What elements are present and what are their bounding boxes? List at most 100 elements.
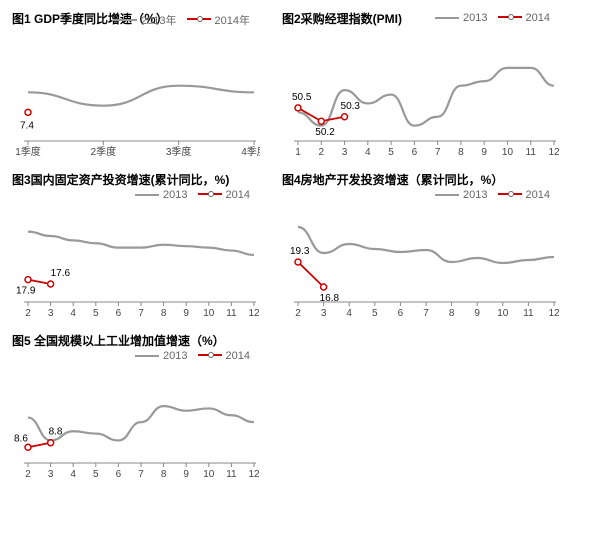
c5-xlabel: 9	[183, 469, 189, 480]
legend-label: 2013年	[141, 12, 176, 28]
c1-xlabel: 1季度	[15, 145, 41, 158]
c3-xlabel: 9	[183, 308, 189, 319]
c2-value-label: 50.2	[315, 127, 335, 138]
c3-value-label: 17.9	[16, 286, 36, 297]
c5-value-label: 8.6	[14, 433, 28, 444]
c2-legend-2014: 2014	[498, 12, 550, 24]
c5-panel: 图5 全国规模以上工业增加值增速（%） 2013 2014 2345678910…	[10, 332, 260, 483]
c3-xlabel: 7	[138, 308, 144, 319]
c4-xlabel: 6	[398, 308, 404, 319]
c2-panel: 图2采购经理指数(PMI) 2013 2014 1234567891011125…	[280, 10, 560, 161]
c3-xlabel: 2	[25, 308, 31, 319]
c3-marker-2014	[25, 277, 31, 283]
c1-legend-2013: 2013年	[113, 12, 176, 28]
c2-marker-2014	[295, 105, 301, 111]
line-icon	[135, 194, 159, 196]
c5-legend: 2013 2014	[135, 350, 250, 362]
c1-legend-2014: 2014年	[187, 12, 250, 28]
c2-xlabel: 5	[388, 147, 394, 158]
c4-xlabel: 8	[449, 308, 455, 319]
c3-xlabel: 5	[93, 308, 99, 319]
c2-xlabel: 4	[365, 147, 371, 158]
legend-label: 2013	[463, 12, 487, 24]
c1-legend: 2013年 2014年	[113, 12, 250, 28]
c4-series-2014	[298, 262, 324, 287]
c4-panel: 图4房地产开发投资增速（累计同比，%） 2013 2014 2345678910…	[280, 171, 560, 322]
c2-legend: 2013 2014	[435, 12, 550, 24]
c5-xlabel: 6	[116, 469, 122, 480]
c4-xlabel: 2	[295, 308, 301, 319]
c5-value-label: 8.8	[49, 427, 63, 438]
c2-xlabel: 1	[295, 147, 301, 158]
c5-xlabel: 11	[226, 469, 237, 480]
c2-xlabel: 10	[502, 147, 514, 158]
line-icon	[135, 355, 159, 357]
c3-xlabel: 4	[70, 308, 76, 319]
c5-xlabel: 10	[203, 469, 215, 480]
c4-xlabel: 4	[346, 308, 352, 319]
c4-marker-2014	[295, 259, 301, 265]
line-marker-icon	[498, 16, 522, 28]
c1-xlabel: 2季度	[91, 145, 117, 158]
c5-xlabel: 8	[161, 469, 167, 480]
c5-svg: 234567891011128.68.8	[10, 353, 260, 483]
legend-label: 2014年	[215, 12, 250, 28]
c2-xlabel: 2	[318, 147, 324, 158]
legend-label: 2013	[463, 189, 487, 201]
c3-marker-2014	[48, 281, 54, 287]
c3-xlabel: 6	[116, 308, 122, 319]
c4-legend: 2013 2014	[435, 189, 550, 201]
c3-legend-2013: 2013	[135, 189, 187, 201]
c3-legend: 2013 2014	[135, 189, 250, 201]
c3-xlabel: 11	[226, 308, 237, 319]
c5-xlabel: 2	[25, 469, 31, 480]
c3-series-2013	[28, 232, 254, 255]
c5-legend-2013: 2013	[135, 350, 187, 362]
c1-xlabel: 3季度	[166, 145, 192, 158]
legend-label: 2014	[526, 189, 550, 201]
c3-value-label: 17.6	[51, 268, 71, 279]
c4-title: 图4房地产开发投资增速（累计同比，%）	[282, 171, 560, 188]
legend-label: 2014	[526, 12, 550, 24]
c3-title: 图3国内固定资产投资增速(累计同比，%)	[12, 171, 260, 188]
c5-xlabel: 4	[70, 469, 76, 480]
c5-marker-2014	[48, 440, 54, 446]
c3-legend-2014: 2014	[198, 189, 250, 201]
c4-xlabel: 12	[548, 308, 560, 319]
c1-value-label: 7.4	[20, 120, 34, 131]
legend-label: 2013	[163, 350, 187, 362]
c4-xlabel: 10	[497, 308, 509, 319]
c3-xlabel: 10	[203, 308, 215, 319]
c4-value-label: 16.8	[320, 293, 340, 304]
c3-xlabel: 12	[248, 308, 260, 319]
legend-label: 2014	[226, 189, 250, 201]
c2-xlabel: 12	[548, 147, 560, 158]
c3-xlabel: 3	[48, 308, 54, 319]
c2-xlabel: 6	[412, 147, 418, 158]
c2-legend-2013: 2013	[435, 12, 487, 24]
c1-panel: 图1 GDP季度同比增速（％） 2013年 2014年 1季度2季度3季度4季度…	[10, 10, 260, 161]
c1-xlabel: 4季度	[241, 145, 260, 158]
c2-value-label: 50.5	[292, 92, 312, 103]
line-icon	[435, 17, 459, 19]
c4-xlabel: 3	[321, 308, 327, 319]
c5-xlabel: 12	[248, 469, 260, 480]
c5-xlabel: 7	[138, 469, 144, 480]
line-marker-icon	[187, 18, 211, 30]
line-icon	[435, 194, 459, 196]
c5-xlabel: 3	[48, 469, 54, 480]
c1-marker-2014	[25, 109, 31, 115]
line-marker-icon	[498, 193, 522, 205]
c2-marker-2014	[318, 118, 324, 124]
c2-series-2013	[298, 68, 554, 126]
c2-svg: 12345678910111250.550.250.3	[280, 31, 560, 161]
c4-xlabel: 9	[474, 308, 480, 319]
c2-xlabel: 8	[458, 147, 464, 158]
c2-value-label: 50.3	[341, 101, 361, 112]
c3-svg: 2345678910111217.917.6	[10, 192, 260, 322]
c1-series-2013	[28, 86, 254, 106]
c2-xlabel: 7	[435, 147, 441, 158]
c4-legend-2014: 2014	[498, 189, 550, 201]
c4-xlabel: 11	[523, 308, 534, 319]
c3-panel: 图3国内固定资产投资增速(累计同比，%) 2013 2014 234567891…	[10, 171, 260, 322]
